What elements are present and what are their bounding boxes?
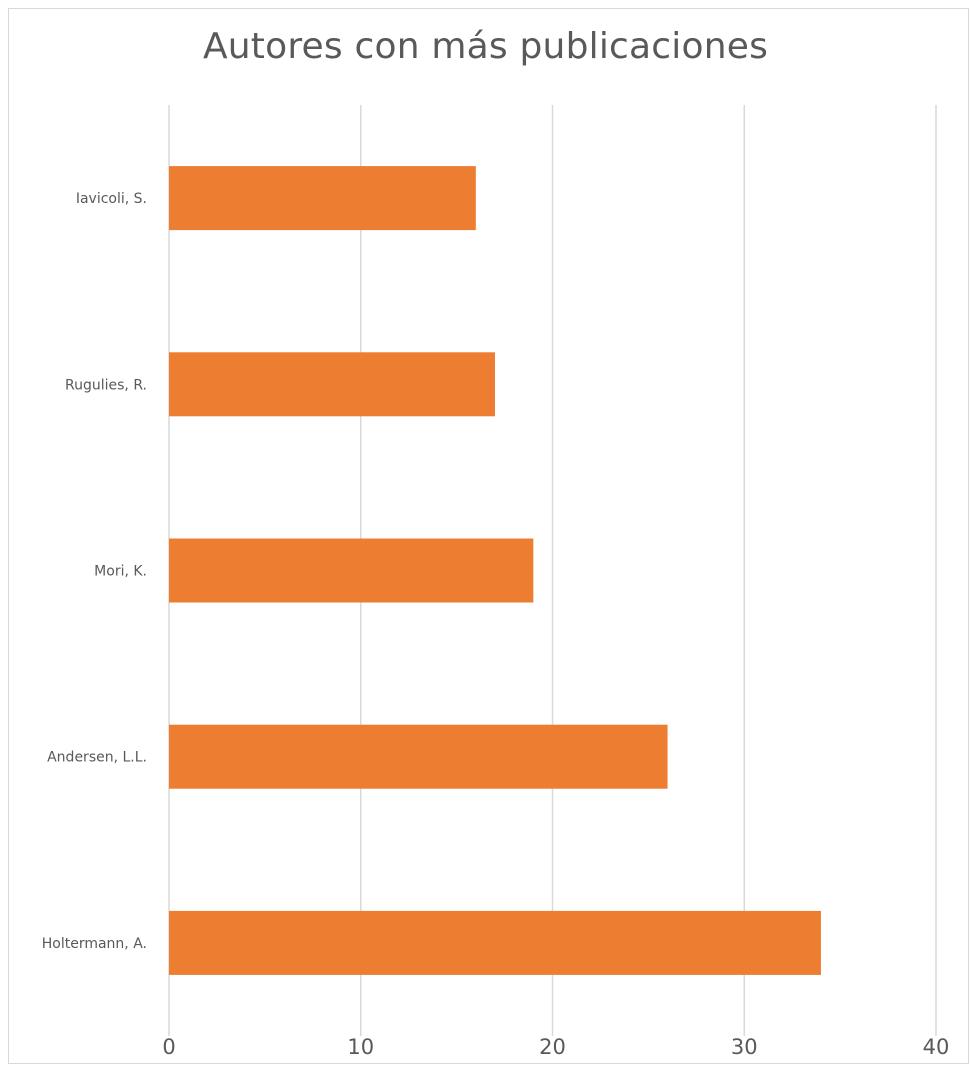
x-tick-label: 10 (347, 1035, 374, 1059)
bar (169, 910, 821, 975)
category-label: Rugulies, R. (65, 377, 147, 393)
bar (169, 538, 534, 603)
category-label: Mori, K. (94, 564, 147, 580)
category-label: Andersen, L.L. (47, 750, 147, 766)
bar (169, 352, 495, 417)
chart-title: Autores con más publicaciones (202, 26, 769, 67)
category-label: Iavicoli, S. (76, 191, 147, 207)
x-tick-label: 30 (731, 1035, 758, 1059)
x-tick-label: 20 (539, 1035, 566, 1059)
bar (169, 166, 476, 231)
category-label: Holtermann, A. (42, 936, 147, 952)
x-tick-label: 0 (162, 1035, 175, 1059)
chart-frame (8, 8, 969, 1064)
bar (169, 724, 668, 789)
x-tick-label: 40 (923, 1035, 950, 1059)
